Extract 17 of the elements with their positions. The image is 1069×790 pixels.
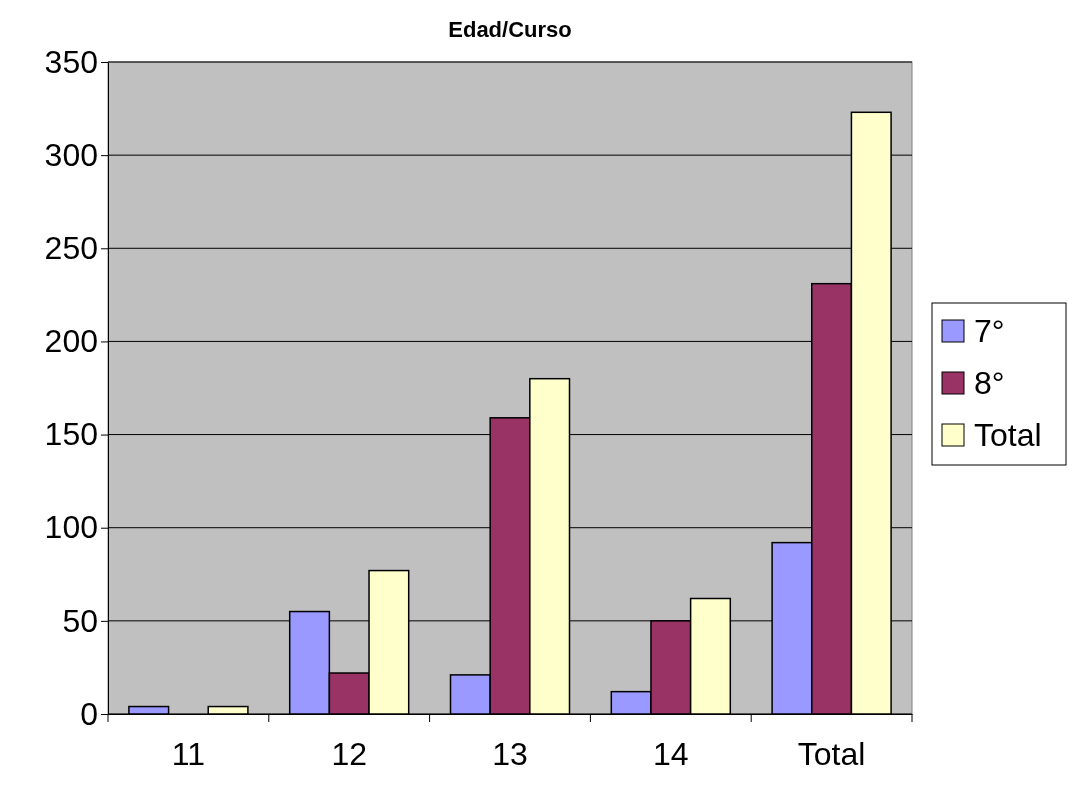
y-tick-label: 0	[80, 695, 98, 732]
x-tick-label: 14	[653, 736, 689, 772]
y-tick-label: 50	[62, 602, 98, 639]
y-tick-label: 250	[44, 230, 98, 267]
x-tick-label: 13	[492, 736, 528, 772]
y-tick-label: 100	[44, 509, 98, 546]
x-tick-label: 11	[171, 736, 206, 772]
y-tick-label: 300	[44, 136, 98, 173]
y-tick-label: 150	[44, 416, 98, 453]
legend-label: Total	[974, 417, 1042, 453]
x-tick-label: 12	[331, 736, 367, 772]
y-tick-label: 200	[44, 323, 98, 360]
legend-label: 7°	[974, 313, 1005, 349]
legend-label: 8°	[974, 365, 1005, 401]
chart-title: Edad/Curso	[448, 17, 572, 42]
x-tick-label: Total	[797, 736, 866, 772]
y-tick-label: 350	[44, 43, 98, 80]
